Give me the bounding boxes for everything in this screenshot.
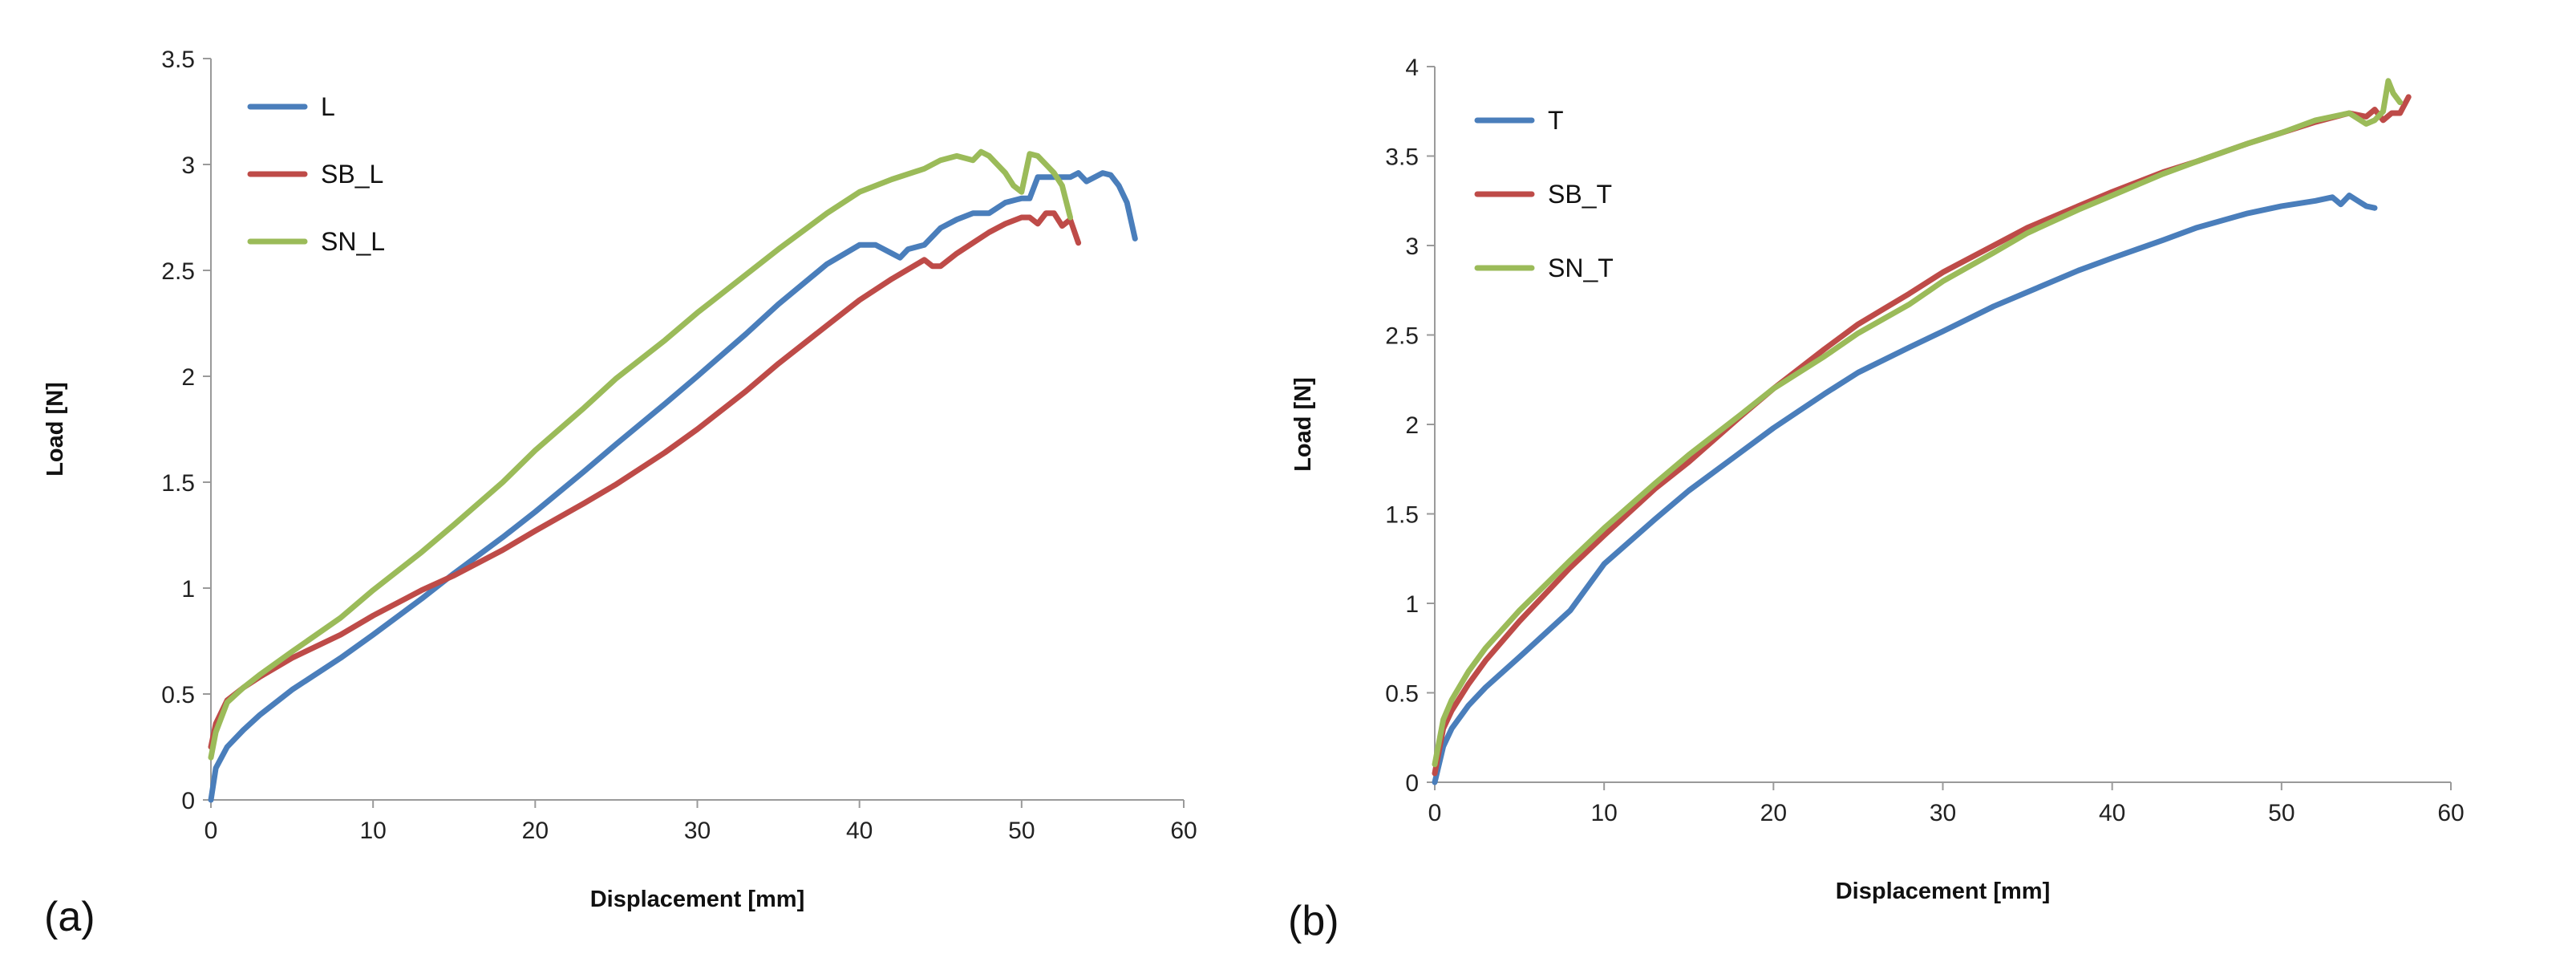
y-tick-label: 1.5 <box>1385 502 1419 529</box>
x-tick-label: 20 <box>1760 800 1787 826</box>
x-tick-label: 0 <box>1428 800 1442 826</box>
x-tick-label: 60 <box>2437 800 2464 826</box>
series-line-sb-t <box>1432 94 2412 777</box>
y-tick-label: 3.5 <box>1385 144 1419 171</box>
y-tick-label: 0 <box>181 788 195 814</box>
y-tick-label: 3 <box>181 152 195 179</box>
legend-label-sb-l: SB_L <box>321 160 383 189</box>
x-tick-label: 50 <box>2268 800 2295 826</box>
panel-tag: (a) <box>44 894 95 940</box>
x-tick-label: 20 <box>522 818 549 844</box>
y-tick-label: 2.5 <box>161 258 195 285</box>
x-tick-label: 50 <box>1008 818 1035 844</box>
x-tick-label: 30 <box>684 818 711 844</box>
series-line-sn-t <box>1432 78 2404 768</box>
x-tick-label: 0 <box>205 818 218 844</box>
y-tick-label: 0.5 <box>1385 681 1419 708</box>
x-axis-title: Displacement [mm] <box>590 887 805 912</box>
y-tick-label: 3.5 <box>161 47 195 73</box>
y-tick-label: 0 <box>1405 770 1419 797</box>
x-tick-label: 40 <box>2099 800 2125 826</box>
y-axis-title: Load [N] <box>1290 377 1316 472</box>
y-tick-label: 2 <box>1405 412 1419 439</box>
y-tick-label: 0.5 <box>161 682 195 708</box>
y-axis-title: Load [N] <box>43 382 68 477</box>
chart-a: 0 10 20 30 40 50 60 0 0.5 1 1.5 2 2.5 3 3.5 Displacemen… <box>43 47 1197 940</box>
y-tick-label: 3 <box>1405 233 1419 260</box>
x-tick-label: 60 <box>1170 818 1197 844</box>
legend-label-t: T <box>1548 106 1564 135</box>
series-line-sn-l <box>208 148 1073 761</box>
y-tick-label: 1 <box>181 576 195 603</box>
y-tick-label: 4 <box>1405 55 1419 81</box>
panel-tag: (b) <box>1288 898 1339 944</box>
legend-label-l: L <box>321 92 335 121</box>
series-line-l <box>208 170 1138 803</box>
y-tick-label: 1.5 <box>161 470 195 497</box>
series-line-t <box>1432 193 2378 785</box>
y-tick-label: 2 <box>181 364 195 391</box>
x-axis-title: Displacement [mm] <box>1836 879 2051 904</box>
chart-b: 0 10 20 30 40 50 60 0 0.5 1 1.5 2 2.5 3 3.5 4 Displaceme… <box>1288 55 2465 944</box>
x-tick-label: 40 <box>846 818 873 844</box>
x-tick-label: 10 <box>1590 800 1617 826</box>
legend-label-sb-t: SB_T <box>1548 180 1612 209</box>
x-tick-label: 30 <box>1930 800 1956 826</box>
series-line-sb-l <box>208 210 1082 750</box>
legend-label-sn-t: SN_T <box>1548 254 1614 282</box>
x-tick-label: 10 <box>359 818 386 844</box>
y-tick-label: 2.5 <box>1385 323 1419 350</box>
y-tick-label: 1 <box>1405 591 1419 618</box>
legend-label-sn-l: SN_L <box>321 227 385 256</box>
